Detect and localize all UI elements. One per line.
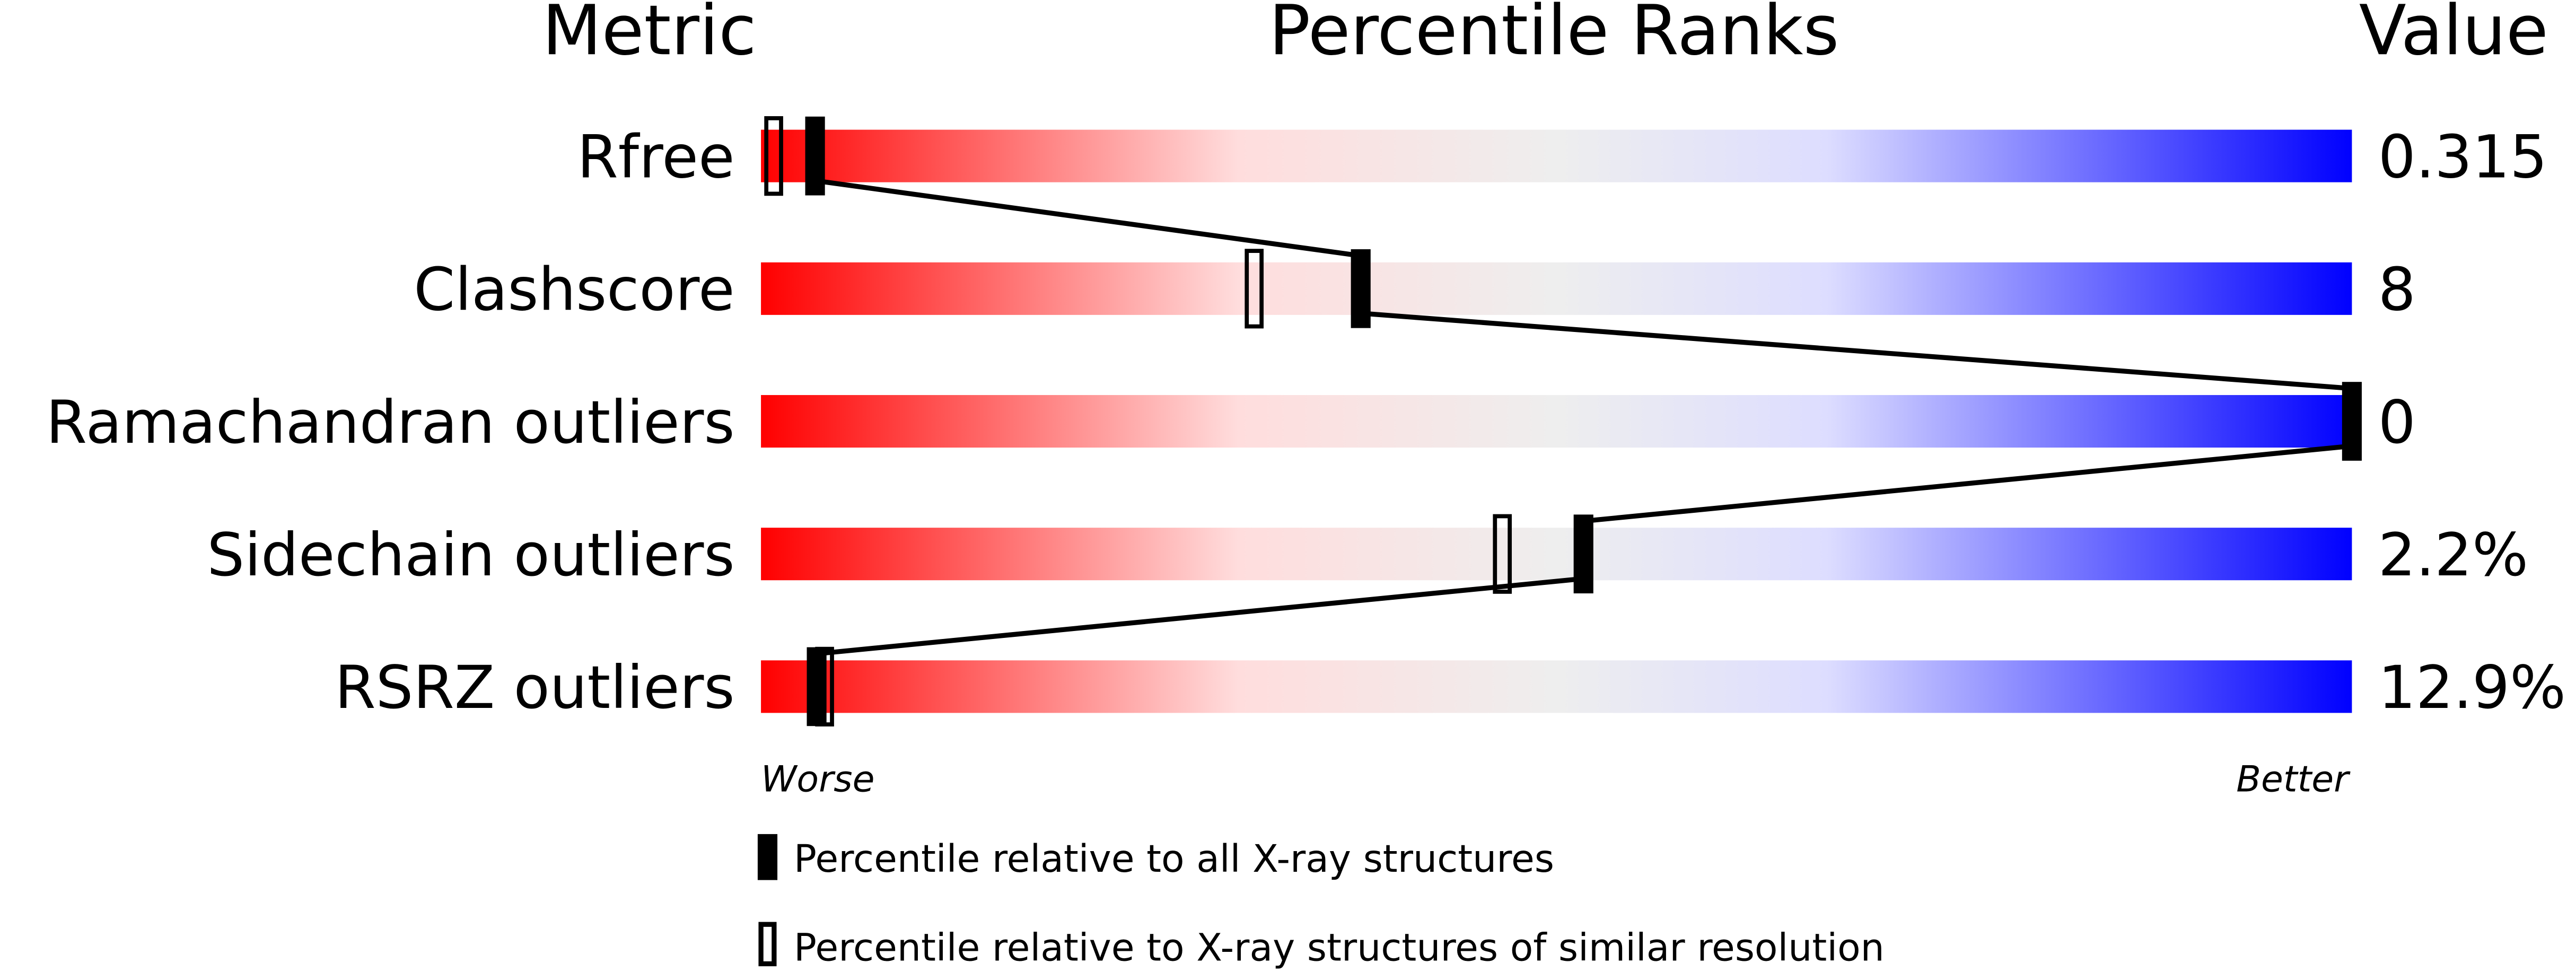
- metric-value: 0: [2378, 389, 2416, 457]
- header-metric: Metric: [542, 0, 756, 71]
- header-value: Value: [2359, 0, 2548, 71]
- legend-open-marker: [758, 922, 777, 967]
- header-percentile: Percentile Ranks: [1269, 0, 1839, 71]
- percentile-marker-similar: [764, 116, 783, 196]
- metric-value: 0.315: [2378, 123, 2547, 191]
- percentile-marker-similar: [1493, 514, 1512, 594]
- percentile-marker-all: [807, 647, 827, 726]
- legend-filled-marker: [757, 834, 778, 880]
- metric-label: Ramachandran outliers: [46, 389, 735, 457]
- percentile-marker-similar: [1245, 249, 1264, 329]
- metric-value: 8: [2378, 256, 2416, 325]
- legend-label-similar: Percentile relative to X-ray structures …: [794, 925, 1885, 969]
- metric-label: Sidechain outliers: [207, 521, 734, 590]
- axis-worse-label: Worse: [761, 758, 874, 800]
- percentile-marker-all: [1573, 514, 1593, 593]
- percentile-bar: [761, 528, 2352, 581]
- percentile-bar: [761, 129, 2352, 182]
- percentile-bar: [761, 660, 2352, 713]
- axis-better-label: Better: [2236, 758, 2351, 800]
- legend-label-all: Percentile relative to all X-ray structu…: [794, 837, 1554, 881]
- metric-value: 2.2%: [2378, 521, 2528, 590]
- percentile-marker-all: [805, 116, 825, 196]
- percentile-marker-all: [2342, 382, 2362, 461]
- metric-label: RSRZ outliers: [335, 654, 734, 722]
- metric-value: 12.9%: [2378, 654, 2566, 722]
- percentile-bar: [761, 262, 2352, 315]
- metric-label: Clashscore: [414, 256, 734, 325]
- percentile-bar: [761, 395, 2352, 448]
- metric-label: Rfree: [577, 123, 734, 191]
- percentile-marker-all: [1351, 249, 1371, 328]
